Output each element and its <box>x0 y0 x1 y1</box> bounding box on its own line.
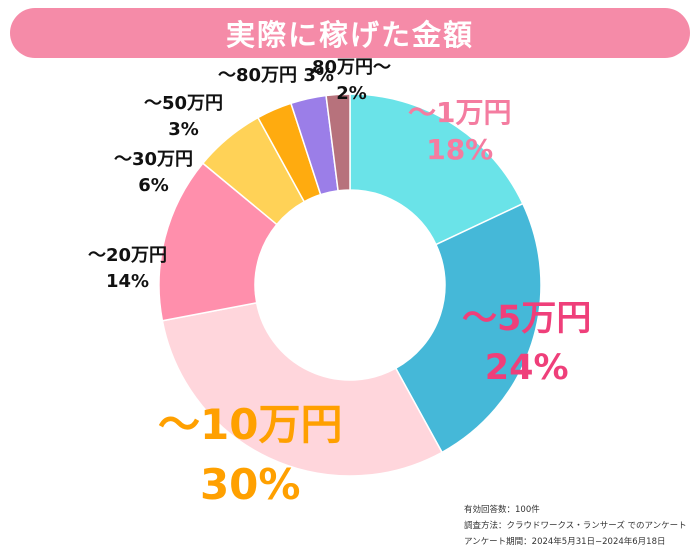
slice-value-text: 3% <box>303 65 334 86</box>
footnote-period: アンケート期間：2024年5月31日−2024年6月18日 <box>464 537 666 547</box>
slice-value-text: 24% <box>484 347 569 388</box>
donut-slice-2 <box>161 301 444 477</box>
footnote: 有効回答数：100件 調査方法：クラウドワークス・ランサーズ でのアンケート ア… <box>464 502 687 550</box>
label-slice-10man: 〜10万円 30% <box>158 400 343 510</box>
slice-label-text: 〜10万円 <box>158 400 343 449</box>
donut-slice-0 <box>349 93 524 246</box>
slice-label-text: 〜50万円 <box>144 93 224 114</box>
label-slice-30man: 〜30万円 6% <box>114 150 193 196</box>
title-banner: 実際に稼げた金額 <box>10 8 690 58</box>
label-slice-80man-over: 80万円〜 2% <box>312 58 391 104</box>
slice-value-text: 14% <box>105 270 150 292</box>
chart-title: 実際に稼げた金額 <box>225 18 474 52</box>
slice-value-text: 3% <box>168 118 199 140</box>
slice-label-text: 〜5万円 <box>462 299 592 339</box>
slice-value-text: 2% <box>336 82 367 104</box>
slice-label-text: 〜1万円 <box>408 96 512 129</box>
slice-label-text: 〜20万円 <box>88 245 168 266</box>
slice-value-text: 6% <box>138 174 169 196</box>
donut-slice-7 <box>325 93 351 192</box>
footnote-respondents: 有効回答数：100件 <box>464 505 540 515</box>
donut-slice-1 <box>394 202 542 454</box>
footnote-method: 調査方法：クラウドワークス・ランサーズ でのアンケート <box>464 521 687 531</box>
label-slice-20man: 〜20万円 14% <box>88 246 167 292</box>
slice-value-text: 18% <box>426 132 494 166</box>
slice-label-text: 〜80万円 <box>218 65 298 86</box>
label-slice-1man: 〜1万円 18% <box>408 96 512 166</box>
label-slice-50man: 〜50万円 3% <box>144 94 223 140</box>
label-slice-80man: 〜80万円 3% <box>218 66 334 86</box>
slice-label-text: 〜30万円 <box>114 149 194 170</box>
label-slice-5man: 〜5万円 24% <box>462 300 591 387</box>
slice-label-text: 80万円〜 <box>312 57 392 78</box>
slice-value-text: 30% <box>199 460 301 510</box>
